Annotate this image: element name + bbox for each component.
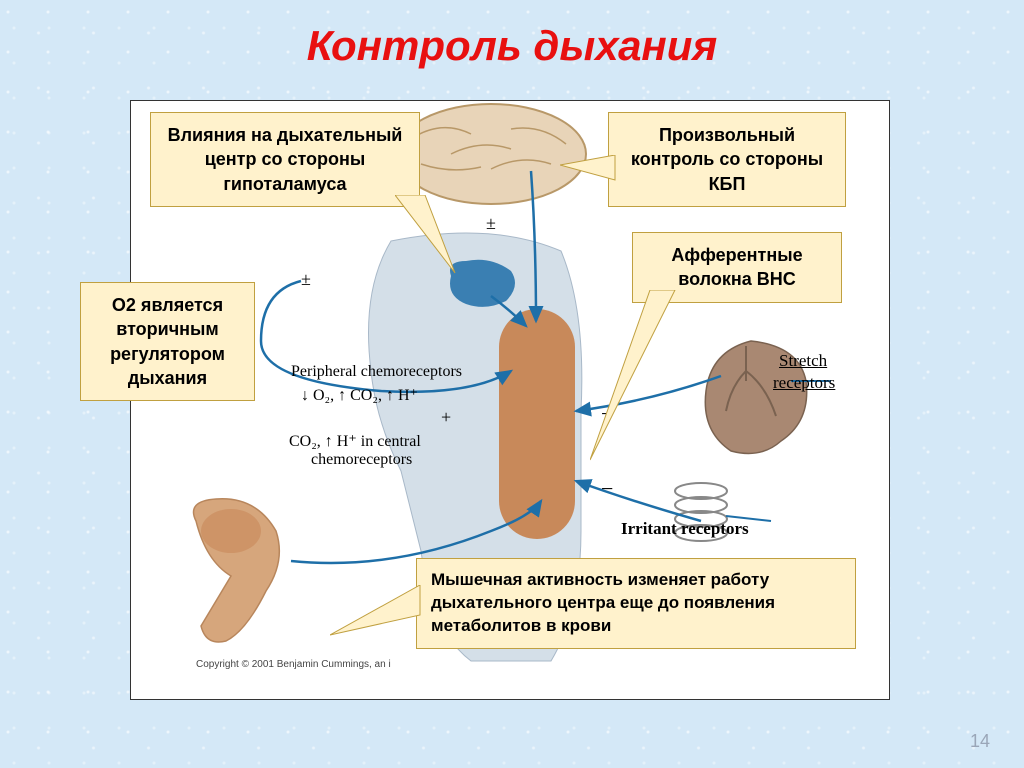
label-stretch1: Stretch: [779, 351, 827, 371]
copyright-text: Copyright © 2001 Benjamin Cummings, an i: [196, 659, 391, 670]
pm-symbol-1: ±: [486, 213, 496, 234]
callout-hypothalamus: Влияния на дыхательный центр со стороны …: [150, 112, 420, 207]
label-central-chemo1: CO₂, ↑ H⁺ in central: [289, 431, 421, 451]
callout-muscle-tail: [330, 585, 425, 645]
slide-title: Контроль дыхания: [0, 22, 1024, 70]
plus-symbol: +: [441, 407, 451, 428]
callout-muscle: Мышечная активность изменяет работу дыха…: [416, 558, 856, 649]
callout-hypothalamus-text: Влияния на дыхательный центр со стороны …: [168, 125, 403, 194]
callout-voluntary-text: Произвольный контроль со стороны КБП: [631, 125, 823, 194]
callout-afferent-tail: [590, 290, 680, 470]
pm-symbol-2: ±: [301, 269, 311, 290]
minus-symbol-2: −: [601, 476, 613, 502]
callout-muscle-text: Мышечная активность изменяет работу дыха…: [431, 570, 775, 635]
label-stretch2: receptors: [773, 373, 835, 393]
callout-voluntary: Произвольный контроль со стороны КБП: [608, 112, 846, 207]
label-peripheral-sub: ↓ O₂, ↑ CO₂, ↑ H⁺: [301, 385, 418, 405]
page-number: 14: [970, 731, 990, 752]
label-central-chemo2: chemoreceptors: [311, 451, 412, 469]
label-irritant: Irritant receptors: [621, 519, 749, 539]
callout-hypothalamus-tail: [395, 195, 465, 285]
callout-voluntary-tail: [560, 155, 620, 195]
callout-o2-text: O2 является вторичным регулятором дыхани…: [110, 295, 225, 388]
label-peripheral-chemo: Peripheral chemoreceptors: [291, 363, 462, 381]
callout-o2: O2 является вторичным регулятором дыхани…: [80, 282, 255, 401]
callout-afferent-text: Афферентные волокна ВНС: [671, 245, 802, 289]
